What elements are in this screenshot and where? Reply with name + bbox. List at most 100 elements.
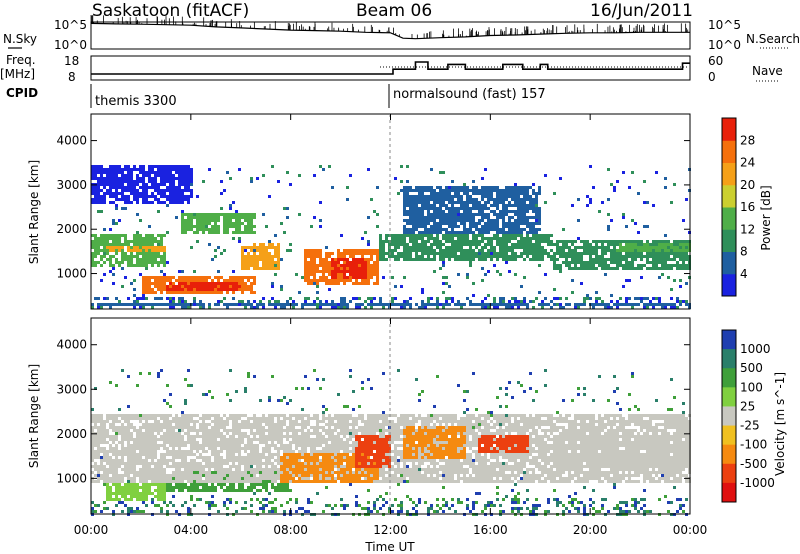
heatmap-cell xyxy=(94,417,97,420)
heatmap-cell xyxy=(250,426,253,429)
heatmap-cell xyxy=(547,234,550,237)
heatmap-cell xyxy=(214,219,217,222)
heatmap-cell xyxy=(355,264,358,267)
heatmap-cell xyxy=(412,258,415,261)
heatmap-cell xyxy=(643,264,646,267)
heatmap-cell xyxy=(133,438,136,441)
heatmap-cell xyxy=(400,285,403,288)
heatmap-cell xyxy=(475,198,478,201)
heatmap-cell xyxy=(244,264,247,267)
heatmap-cell xyxy=(163,273,166,276)
heatmap-cell xyxy=(244,435,247,438)
heatmap-cell xyxy=(172,285,175,288)
heatmap-cell xyxy=(97,438,100,441)
heatmap-cell xyxy=(202,414,205,417)
heatmap-cell xyxy=(643,246,646,249)
heatmap-cell xyxy=(235,417,238,420)
heatmap-cell xyxy=(406,222,409,225)
heatmap-cell xyxy=(457,207,460,210)
heatmap-cell xyxy=(460,255,463,258)
heatmap-cell xyxy=(115,444,118,447)
heatmap-cell xyxy=(94,504,97,507)
heatmap-cell xyxy=(94,261,97,264)
heatmap-cell xyxy=(640,255,643,258)
heatmap-cell xyxy=(172,186,175,189)
heatmap-cell xyxy=(451,297,454,300)
heatmap-cell xyxy=(127,168,130,171)
heatmap-cell xyxy=(439,267,442,270)
heatmap-cell xyxy=(634,222,637,225)
heatmap-cell xyxy=(451,210,454,213)
heatmap-cell xyxy=(208,435,211,438)
heatmap-cell xyxy=(229,288,232,291)
heatmap-cell xyxy=(124,207,127,210)
heatmap-cell xyxy=(253,252,256,255)
heatmap-cell xyxy=(484,231,487,234)
heatmap-cell xyxy=(277,243,280,246)
heatmap-cell xyxy=(145,462,148,465)
heatmap-cell xyxy=(163,399,166,402)
heatmap-cell xyxy=(103,243,106,246)
heatmap-cell xyxy=(523,228,526,231)
heatmap-cell xyxy=(685,258,688,261)
heatmap-cell xyxy=(169,291,172,294)
heatmap-cell xyxy=(190,495,193,498)
heatmap-cell xyxy=(424,204,427,207)
heatmap-cell xyxy=(115,426,118,429)
heatmap-cell xyxy=(160,261,163,264)
heatmap-cell xyxy=(538,303,541,306)
heatmap-cell xyxy=(217,441,220,444)
heatmap-cell xyxy=(145,234,148,237)
heatmap-cell xyxy=(493,306,496,309)
heatmap-cell xyxy=(466,255,469,258)
heatmap-cell xyxy=(136,252,139,255)
heatmap-cell xyxy=(352,273,355,276)
heatmap-cell xyxy=(331,186,334,189)
heatmap-cell xyxy=(586,297,589,300)
heatmap-cell xyxy=(163,453,166,456)
heatmap-cell xyxy=(343,249,346,252)
heatmap-cell xyxy=(115,180,118,183)
heatmap-cell xyxy=(412,249,415,252)
heatmap-cell xyxy=(406,198,409,201)
heatmap-cell xyxy=(457,213,460,216)
heatmap-cell xyxy=(505,306,508,309)
heatmap-cell xyxy=(400,255,403,258)
heatmap-cell xyxy=(628,261,631,264)
heatmap-cell xyxy=(469,210,472,213)
heatmap-cell xyxy=(199,480,202,483)
heatmap-cell xyxy=(523,198,526,201)
heatmap-cell xyxy=(253,276,256,279)
heatmap-cell xyxy=(670,201,673,204)
heatmap-cell xyxy=(154,483,157,486)
heatmap-cell xyxy=(442,261,445,264)
heatmap-cell xyxy=(601,255,604,258)
heatmap-cell xyxy=(226,438,229,441)
heatmap-cell xyxy=(313,252,316,255)
heatmap-cell xyxy=(136,255,139,258)
heatmap-cell xyxy=(214,480,217,483)
heatmap-cell xyxy=(136,432,139,435)
heatmap-cell xyxy=(256,255,259,258)
heatmap-cell xyxy=(499,192,502,195)
heatmap-cell xyxy=(238,486,241,489)
heatmap-cell xyxy=(250,438,253,441)
heatmap-cell xyxy=(463,228,466,231)
heatmap-cell xyxy=(493,228,496,231)
heatmap-cell xyxy=(481,255,484,258)
heatmap-cell xyxy=(232,450,235,453)
heatmap-cell xyxy=(556,252,559,255)
heatmap-cell xyxy=(106,183,109,186)
heatmap-cell xyxy=(100,414,103,417)
heatmap-cell xyxy=(319,165,322,168)
heatmap-cell xyxy=(331,270,334,273)
heatmap-cell xyxy=(409,198,412,201)
heatmap-cell xyxy=(406,300,409,303)
heatmap-cell xyxy=(487,192,490,195)
heatmap-cell xyxy=(427,216,430,219)
heatmap-cell xyxy=(457,201,460,204)
heatmap-cell xyxy=(160,510,163,513)
heatmap-cell xyxy=(235,282,238,285)
heatmap-cell xyxy=(304,261,307,264)
heatmap-cell xyxy=(481,210,484,213)
